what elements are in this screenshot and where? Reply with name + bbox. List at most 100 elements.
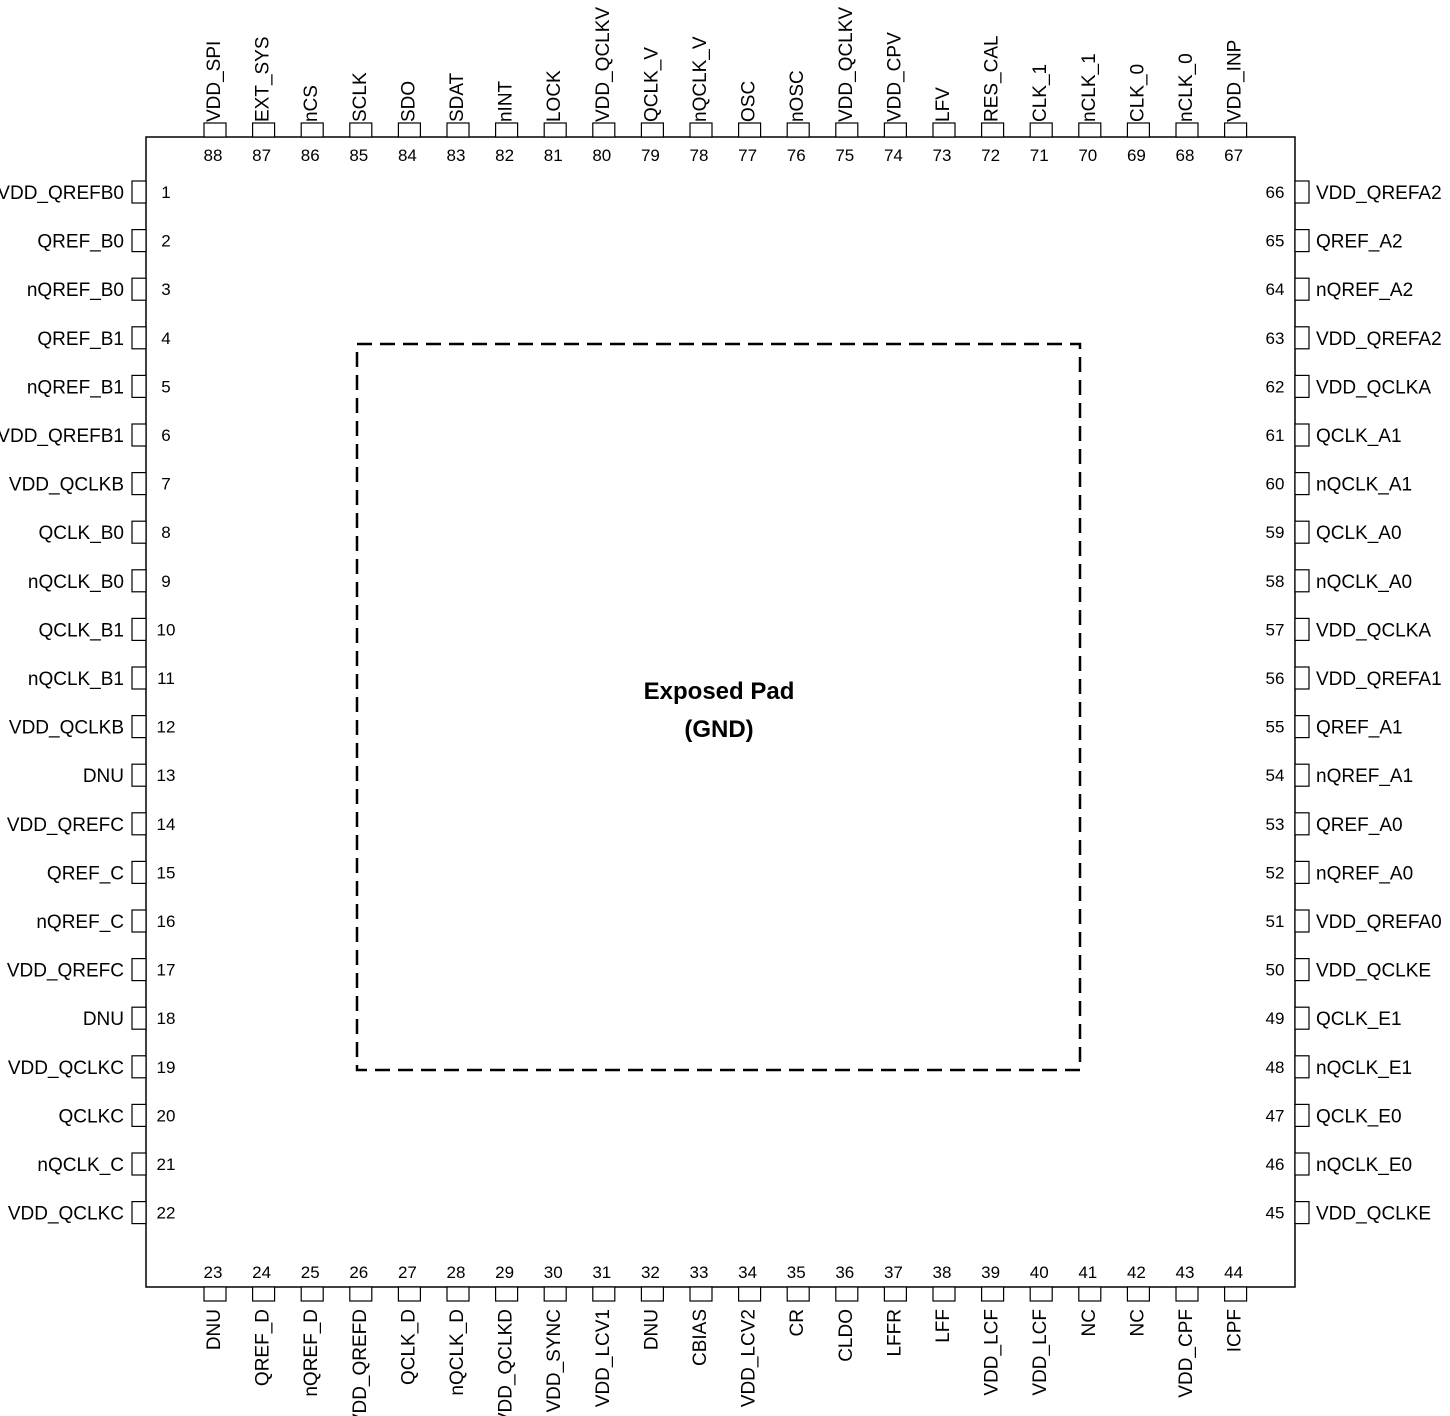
pin-number-label: 35: [787, 1263, 806, 1282]
pin-pad: [786, 1286, 810, 1302]
pin-number-label: 68: [1176, 146, 1195, 165]
pin-name-label: VDD_QCLKB: [9, 475, 124, 496]
pin-name-label: VDD_INP: [1225, 40, 1246, 122]
pin-number-label: 67: [1224, 146, 1243, 165]
pin-pad: [1294, 180, 1310, 204]
pin-pad: [131, 714, 147, 739]
pin-pad: [252, 122, 276, 138]
exposed-pad-outline: [355, 342, 1082, 1072]
pin-number-label: 58: [1266, 572, 1285, 591]
pin-pad: [131, 180, 147, 204]
pin-number-label: 19: [157, 1058, 176, 1077]
pin-pad: [1294, 520, 1310, 544]
pin-number-label: 34: [738, 1263, 757, 1282]
pin-pad: [980, 1286, 1005, 1302]
pin-number-label: 86: [301, 146, 320, 165]
pin-name-label: VDD_CPF: [1176, 1309, 1197, 1398]
pin-number-label: 1: [161, 183, 170, 202]
pin-number-label: 8: [161, 523, 170, 542]
pin-pad: [932, 122, 956, 138]
pin-name-label: QREF_C: [47, 863, 124, 884]
pin-pad: [131, 617, 147, 642]
pin-number-label: 23: [204, 1263, 223, 1282]
pin-number-label: 75: [835, 146, 854, 165]
pin-name-label: nQREF_D: [301, 1309, 322, 1397]
pin-name-label: VDD_QCLKC: [8, 1058, 124, 1079]
pin-name-label: VDD_LCF: [982, 1309, 1003, 1396]
pin-name-label: ICPF: [1225, 1309, 1246, 1352]
pin-name-label: VDD_QREFA1: [1316, 669, 1442, 690]
pin-name-label: LFV: [933, 87, 954, 122]
pin-name-label: DNU: [204, 1309, 225, 1350]
pin-name-label: DNU: [83, 766, 124, 787]
pin-pad: [131, 1152, 147, 1176]
pin-number-label: 70: [1078, 146, 1097, 165]
pin-name-label: CLK_1: [1030, 64, 1051, 122]
pin-number-label: 74: [884, 146, 903, 165]
pin-name-label: NC: [1079, 1309, 1100, 1336]
pin-name-label: nCS: [301, 85, 322, 122]
pin-name-label: nQREF_A2: [1316, 280, 1413, 301]
pin-pad: [131, 666, 147, 690]
pin-name-label: VDD_QREFB1: [0, 426, 124, 447]
pin-name-label: VDD_SYNC: [544, 1309, 565, 1412]
pin-pad: [1126, 122, 1151, 138]
pin-name-label: QCLK_V: [641, 47, 662, 122]
pin-pad: [300, 1286, 324, 1302]
pin-name-label: VDD_QREFA2: [1316, 183, 1442, 204]
pin-pad: [1294, 666, 1310, 690]
pin-number-label: 18: [157, 1009, 176, 1028]
pin-number-label: 2: [161, 232, 170, 251]
pin-pad: [397, 1286, 421, 1302]
pin-pad: [835, 122, 859, 138]
pin-pad: [640, 122, 665, 138]
exposed-pad-label: Exposed Pad: [644, 678, 795, 705]
pin-name-label: VDD_QCLKE: [1316, 1204, 1431, 1225]
pin-pad: [131, 520, 147, 544]
pin-name-label: nQCLK_B1: [28, 669, 124, 690]
pin-number-label: 15: [157, 863, 176, 882]
pin-name-label: QCLKC: [59, 1106, 124, 1127]
pin-name-label: nQCLK_A1: [1316, 475, 1412, 496]
pin-number-label: 12: [157, 718, 176, 737]
pin-name-label: SCLK: [350, 72, 371, 122]
pin-pad: [1294, 1055, 1310, 1079]
pin-pad: [252, 1286, 276, 1302]
pin-number-label: 83: [447, 146, 466, 165]
pin-pad: [131, 1200, 147, 1225]
pin-name-label: VDD_QREFC: [7, 815, 124, 836]
pin-number-label: 3: [161, 280, 170, 299]
pin-name-label: nINT: [496, 80, 517, 122]
pin-pad: [543, 1286, 567, 1302]
pin-name-label: nQCLK_E0: [1316, 1155, 1412, 1176]
pin-number-label: 59: [1266, 523, 1285, 542]
pin-number-label: 28: [447, 1263, 466, 1282]
pin-number-label: 48: [1266, 1058, 1285, 1077]
pin-name-label: VDD_QCLKA: [1316, 377, 1431, 398]
pin-pad: [1294, 1006, 1310, 1030]
pin-number-label: 36: [835, 1263, 854, 1282]
pin-name-label: VDD_QCLKC: [8, 1204, 124, 1225]
pin-number-label: 21: [157, 1155, 176, 1174]
pin-number-label: 42: [1127, 1263, 1146, 1282]
pin-pad: [1078, 1286, 1102, 1302]
pin-pad: [786, 122, 810, 138]
pin-pad: [592, 122, 616, 138]
pin-number-label: 25: [301, 1263, 320, 1282]
pin-name-label: nQREF_C: [36, 912, 124, 933]
pin-number-label: 45: [1266, 1204, 1285, 1223]
pin-pad: [1126, 1286, 1151, 1302]
pin-number-label: 14: [157, 815, 176, 834]
pin-number-label: 4: [161, 329, 170, 348]
pin-pad: [1294, 714, 1310, 739]
pin-name-label: VDD_LCV1: [593, 1309, 614, 1407]
pin-number-label: 64: [1266, 280, 1285, 299]
pin-number-label: 9: [161, 572, 170, 591]
pin-name-label: VDD_QCLKB: [9, 718, 124, 739]
pin-name-label: VDD_CPV: [884, 32, 905, 122]
pin-pad: [689, 1286, 713, 1302]
pin-pad: [495, 122, 519, 138]
pin-pad: [1175, 122, 1199, 138]
pin-pad: [1175, 1286, 1199, 1302]
